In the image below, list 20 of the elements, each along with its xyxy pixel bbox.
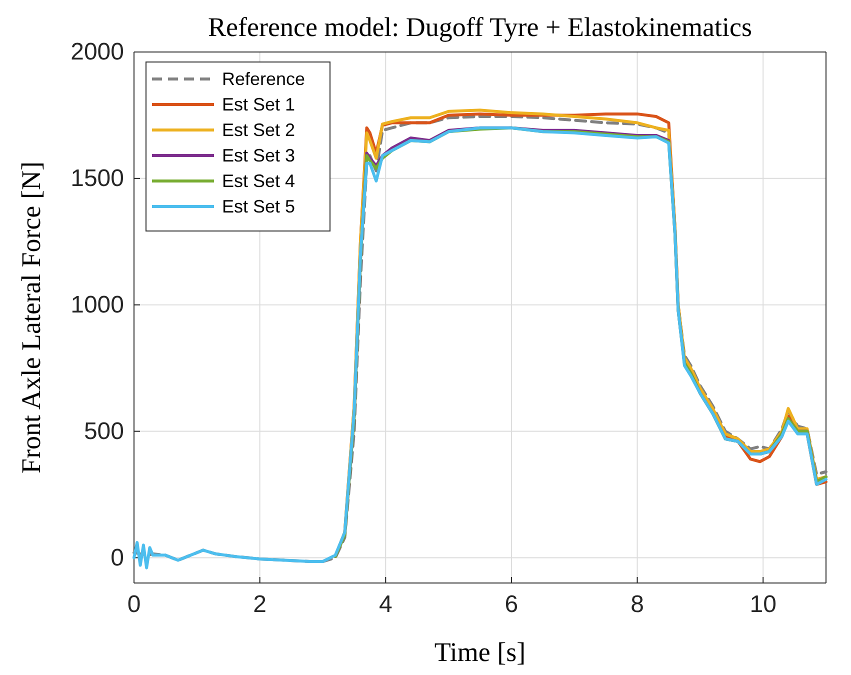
y-tick-label: 0 bbox=[110, 544, 124, 572]
x-axis-title: Time [s] bbox=[434, 637, 526, 667]
x-tick-label: 6 bbox=[504, 591, 518, 618]
legend-label: Est Set 1 bbox=[222, 94, 296, 114]
legend-label: Est Set 5 bbox=[222, 196, 296, 216]
y-axis-title: Front Axle Lateral Force [N] bbox=[16, 162, 46, 474]
legend-label: Reference bbox=[222, 69, 306, 89]
y-tick-label: 1500 bbox=[70, 165, 124, 192]
x-tick-label: 10 bbox=[750, 591, 776, 618]
y-tick-label: 500 bbox=[84, 418, 124, 445]
x-tick-label: 2 bbox=[253, 591, 266, 618]
x-tick-label: 4 bbox=[378, 591, 392, 618]
x-tick-label: 8 bbox=[630, 591, 644, 618]
legend-label: Est Set 2 bbox=[222, 120, 296, 140]
legend-label: Est Set 4 bbox=[222, 171, 296, 191]
y-tick-label: 2000 bbox=[70, 38, 124, 66]
legend-label: Est Set 3 bbox=[222, 146, 296, 166]
chart-title: Reference model: Dugoff Tyre + Elastokinematics bbox=[208, 12, 752, 42]
x-tick-label: 0 bbox=[127, 591, 141, 618]
y-tick-label: 1000 bbox=[70, 292, 124, 319]
